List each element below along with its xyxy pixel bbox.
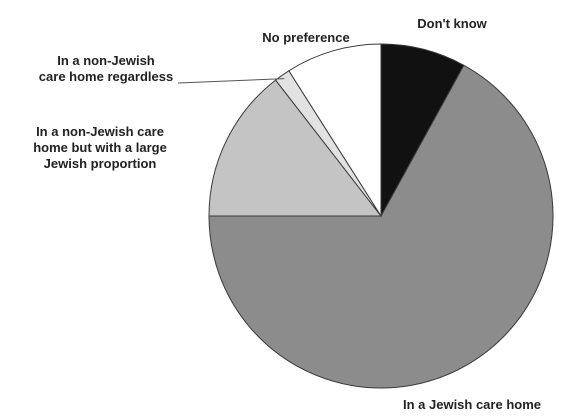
slice-label-in-a-non-jewish-care-home-but-with-a-large-jewish-proportion: In a non-Jewish care home but with a larg… bbox=[33, 124, 167, 171]
pie-slice-no-preference bbox=[288, 43, 382, 218]
slice-label-line: In a non-Jewish care bbox=[36, 124, 164, 139]
slice-label-line: In a Jewish care home bbox=[403, 397, 541, 412]
pie-slices bbox=[208, 43, 554, 389]
pie-slice-in-a-non-jewish-care-home-but-with-a-large-jewish-proportion bbox=[208, 79, 383, 217]
slice-label-line: In a non-Jewish bbox=[57, 53, 155, 68]
slice-label-line: Jewish proportion bbox=[44, 156, 157, 171]
slice-label-in-a-non-jewish-care-home-regardless: In a non-Jewish care home regardless bbox=[39, 53, 173, 84]
slice-label-line: home but with a large bbox=[33, 140, 167, 155]
leader-lines bbox=[177, 78, 285, 84]
slice-label-line: care home regardless bbox=[39, 69, 173, 84]
slice-label-no-preference: No preference bbox=[262, 30, 349, 45]
slice-label-don-t-know: Don't know bbox=[417, 16, 487, 31]
slice-labels: Don't know In a Jewish care home In a non-… bbox=[33, 16, 541, 412]
slice-label-in-a-jewish-care-home: In a Jewish care home bbox=[403, 397, 541, 412]
slice-label-line: No preference bbox=[262, 30, 349, 45]
slice-label-line: Don't know bbox=[417, 16, 487, 31]
leader-line-in-a-non-jewish-care-home-regardless bbox=[177, 78, 285, 84]
pie-slice-in-a-jewish-care-home bbox=[208, 64, 554, 389]
